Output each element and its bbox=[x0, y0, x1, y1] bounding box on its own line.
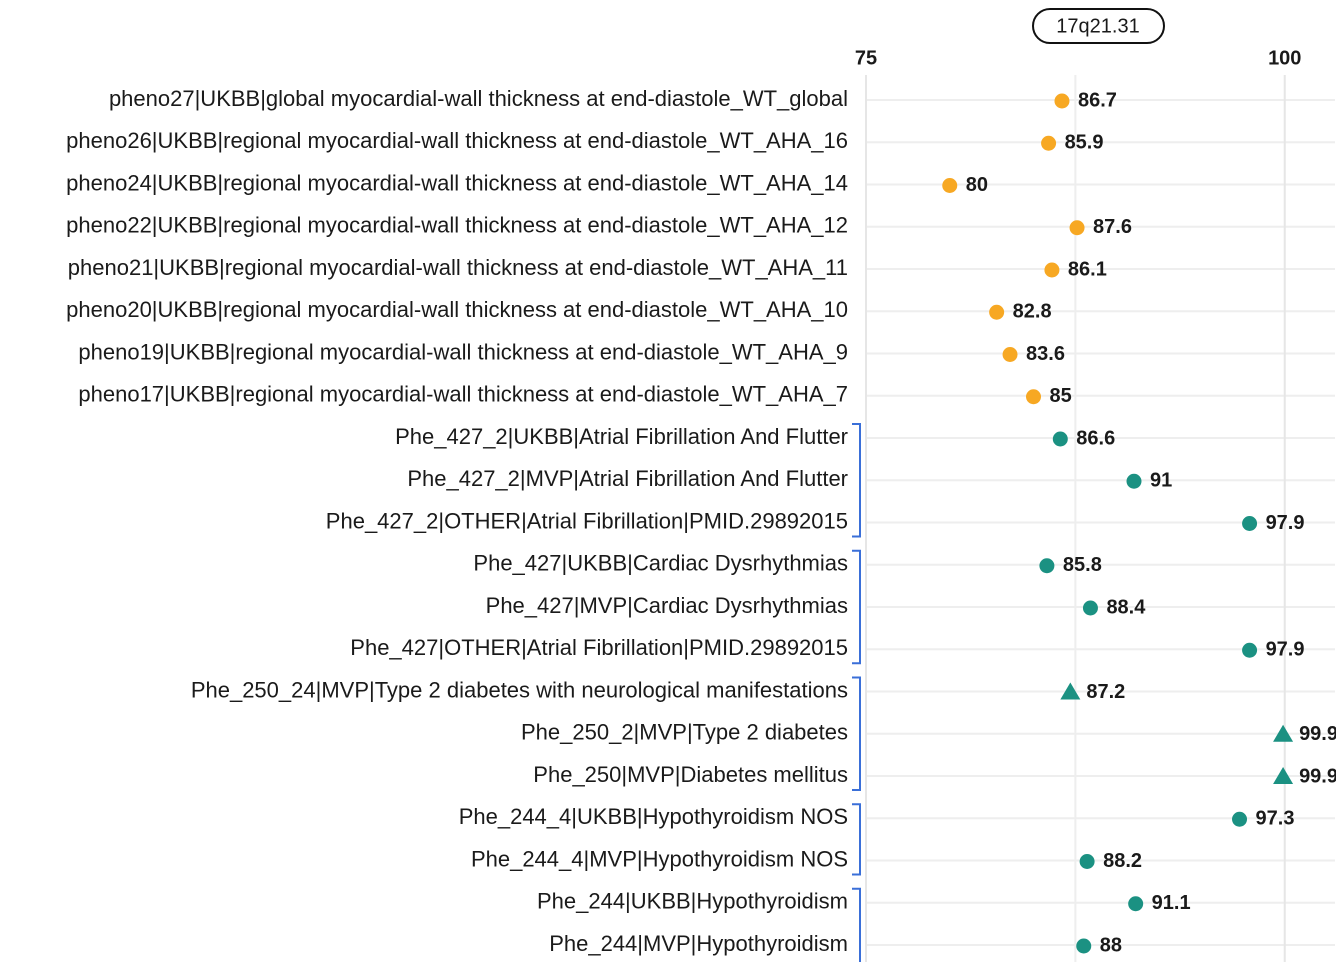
category-label: Phe_250_2|MVP|Type 2 diabetes bbox=[521, 720, 848, 745]
value-label: 85.8 bbox=[1063, 554, 1102, 576]
value-label: 85.9 bbox=[1065, 132, 1104, 154]
category-label: Phe_244_4|MVP|Hypothyroidism NOS bbox=[471, 846, 848, 871]
value-label: 87.6 bbox=[1093, 216, 1132, 238]
value-label: 80 bbox=[966, 174, 988, 196]
marker-dot bbox=[1041, 135, 1057, 151]
marker-dot bbox=[1242, 516, 1258, 531]
value-label: 88.2 bbox=[1103, 850, 1142, 872]
value-label: 88.4 bbox=[1106, 596, 1146, 618]
category-label: pheno22|UKBB|regional myocardial-wall th… bbox=[66, 213, 848, 238]
value-label: 86.1 bbox=[1068, 258, 1107, 280]
marker-dot bbox=[1026, 389, 1041, 405]
marker-dot bbox=[1054, 93, 1070, 109]
value-label: 99.9 bbox=[1299, 723, 1336, 745]
marker-dot bbox=[1052, 431, 1068, 447]
value-label: 86.7 bbox=[1078, 89, 1117, 111]
category-label: pheno17|UKBB|regional myocardial-wall th… bbox=[78, 382, 848, 407]
marker-dot bbox=[1044, 262, 1060, 278]
category-label: Phe_427_2|UKBB|Atrial Fibrillation And F… bbox=[395, 424, 848, 449]
category-label: Phe_427|MVP|Cardiac Dysrhythmias bbox=[486, 593, 848, 618]
marker-dot bbox=[1128, 896, 1144, 912]
value-label: 88 bbox=[1100, 934, 1122, 956]
category-label: pheno19|UKBB|regional myocardial-wall th… bbox=[78, 339, 848, 364]
value-label: 91 bbox=[1150, 470, 1172, 492]
value-label: 99.9 bbox=[1299, 765, 1336, 787]
value-label: 97.9 bbox=[1266, 512, 1305, 534]
marker-dot bbox=[1079, 854, 1095, 869]
marker-dot bbox=[1076, 938, 1092, 954]
annotation: 17q21.31 bbox=[1056, 15, 1139, 37]
category-label: Phe_427|OTHER|Atrial Fibrillation|PMID.2… bbox=[350, 635, 848, 660]
marker-dot bbox=[942, 178, 958, 193]
marker-triangle bbox=[1273, 724, 1294, 742]
marker-dot bbox=[1242, 642, 1258, 658]
category-label: Phe_244|UKBB|Hypothyroidism bbox=[537, 889, 848, 914]
category-label: Phe_427|UKBB|Cardiac Dysrhythmias bbox=[473, 551, 848, 576]
marker-dot bbox=[1232, 811, 1248, 827]
category-label: pheno26|UKBB|regional myocardial-wall th… bbox=[66, 128, 848, 153]
category-label: pheno20|UKBB|regional myocardial-wall th… bbox=[66, 297, 848, 322]
group-bracket bbox=[852, 423, 861, 538]
value-label: 86.6 bbox=[1076, 427, 1115, 449]
marker-dot bbox=[1002, 347, 1018, 362]
group-bracket bbox=[852, 676, 861, 791]
value-label: 97.9 bbox=[1266, 639, 1305, 661]
annotation-box bbox=[1032, 8, 1165, 44]
marker-triangle bbox=[1060, 682, 1081, 700]
category-label: Phe_250|MVP|Diabetes mellitus bbox=[533, 762, 848, 787]
category-label: Phe_244|MVP|Hypothyroidism bbox=[549, 931, 848, 956]
category-label: pheno24|UKBB|regional myocardial-wall th… bbox=[66, 170, 848, 195]
marker-triangle bbox=[1273, 767, 1294, 784]
category-label: Phe_427_2|OTHER|Atrial Fibrillation|PMID… bbox=[326, 508, 848, 533]
marker-dot bbox=[989, 304, 1005, 320]
value-label: 83.6 bbox=[1026, 343, 1065, 365]
marker-dot bbox=[1039, 558, 1055, 574]
value-label: 82.8 bbox=[1013, 301, 1052, 323]
group-bracket bbox=[852, 549, 861, 665]
x-tick-label: 100 bbox=[1268, 47, 1301, 69]
category-label: Phe_250_24|MVP|Type 2 diabetes with neur… bbox=[191, 677, 848, 702]
category-label: pheno21|UKBB|regional myocardial-wall th… bbox=[68, 255, 848, 280]
value-label: 91.1 bbox=[1152, 892, 1191, 914]
marker-dot bbox=[1069, 220, 1085, 236]
group-bracket bbox=[852, 803, 861, 876]
category-label: pheno27|UKBB|global myocardial-wall thic… bbox=[109, 86, 848, 111]
group-bracket bbox=[852, 887, 861, 962]
category-label: Phe_427_2|MVP|Atrial Fibrillation And Fl… bbox=[407, 466, 848, 491]
value-label: 87.2 bbox=[1086, 681, 1125, 703]
value-label: 85 bbox=[1050, 385, 1072, 407]
category-label: Phe_244_4|UKBB|Hypothyroidism NOS bbox=[459, 804, 848, 829]
x-tick-label: 75 bbox=[855, 47, 877, 69]
marker-dot bbox=[1126, 473, 1142, 489]
value-label: 97.3 bbox=[1256, 808, 1295, 830]
marker-dot bbox=[1082, 600, 1098, 616]
